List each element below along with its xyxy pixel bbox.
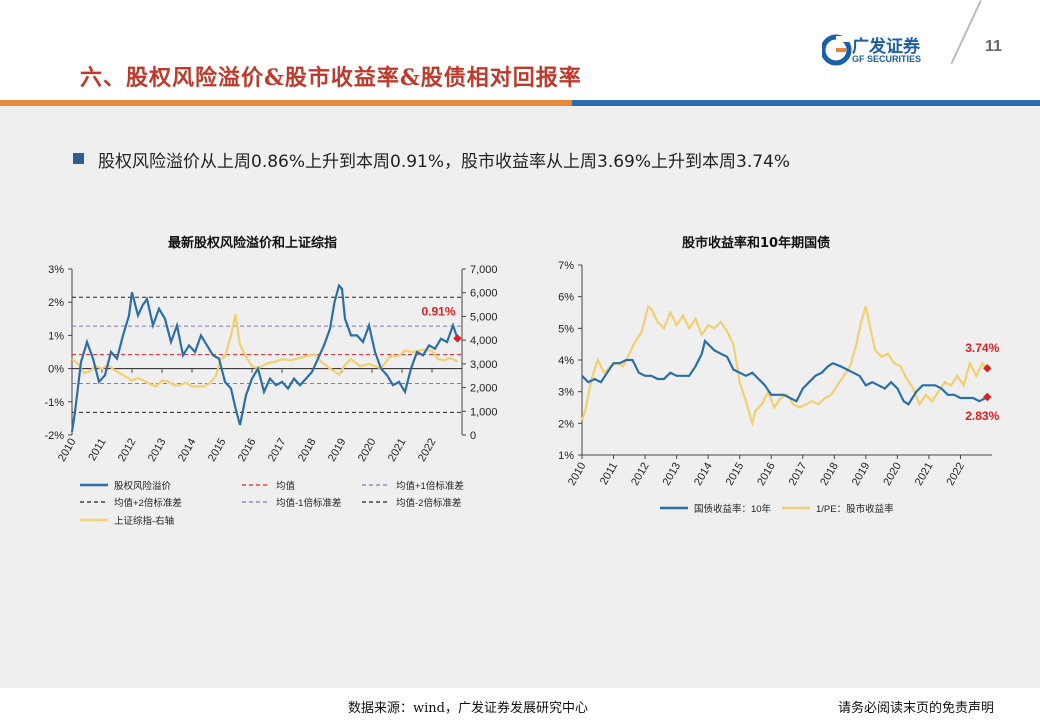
logo-text-cn: 广发证券 [852, 37, 920, 57]
chart1-x-tick-label: 2020 [356, 437, 379, 464]
chart2-x-tick-label: 2022 [944, 461, 967, 488]
chart1-x-tick-label: 2021 [386, 437, 409, 464]
chart2-y-tick-label: 3% [558, 387, 574, 399]
chart1-x-tick-label: 2016 [236, 437, 259, 464]
chart2-x-tick-label: 2016 [755, 461, 778, 488]
chart1-right-tick-label: 0 [470, 430, 476, 442]
chart1-left-tick-label: 1% [48, 330, 64, 342]
chart2-series-earnings-yield [580, 304, 989, 428]
chart1-x-tick-label: 2017 [266, 437, 289, 464]
footer-disclaimer: 请务必阅读末页的免责声明 [838, 701, 995, 716]
chart2-y-tick-label: 2% [558, 418, 574, 430]
page-title: 六、股权风险溢价&股市收益率&股债相对回报率 [80, 65, 582, 91]
chart1-right-tick-label: 1,000 [470, 406, 498, 418]
chart1-legend-label: 均值+1倍标准差 [396, 480, 464, 492]
chart2-x-tick-label: 2013 [661, 461, 684, 488]
chart1-x-tick-label: 2011 [86, 437, 108, 463]
chart1: -2% -1% 0% 1% 2% 3% 0 1,000 2,000 3,000 4,000 5,000… [44, 264, 498, 527]
chart2-x-tick-label: 2020 [881, 461, 904, 488]
chart1-right-tick-label: 5,000 [470, 311, 498, 323]
chart2-y-tick-label: 1% [558, 450, 574, 462]
chart1-right-tick-label: 3,000 [470, 359, 498, 371]
chart1-x-tick-label: 2012 [116, 437, 139, 464]
chart2-x-tick-label: 2015 [724, 461, 747, 488]
chart1-legend-label: 均值+2倍标准差 [114, 497, 182, 509]
chart1-last-point-marker [453, 334, 462, 343]
footer-source: 数据来源：wind，广发证券发展研究中心 [348, 701, 588, 716]
chart1-left-tick-label: 0% [48, 364, 64, 376]
header-band [0, 100, 1040, 106]
chart2-x-tick-label: 2010 [566, 461, 589, 488]
chart1-legend-label: 均值 [276, 480, 296, 492]
chart1-x-tick-label: 2019 [326, 437, 349, 464]
chart2-title: 股市收益率和10年期国债 [682, 236, 831, 251]
chart1-right-tick-label: 2,000 [470, 383, 498, 395]
chart1-legend-label: 股权风险溢价 [114, 480, 172, 492]
chart1-title: 最新股权风险溢价和上证综指 [168, 236, 338, 251]
chart1-x-tick-label: 2014 [176, 437, 199, 464]
chart1-right-tick-label: 7,000 [470, 264, 498, 276]
chart2-x-tick-label: 2021 [913, 461, 936, 488]
chart1-legend-label: 上证综指-右轴 [114, 515, 174, 527]
chart2-y-tick-label: 4% [558, 355, 574, 367]
chart1-series-erp [70, 283, 459, 432]
chart1-series-index [71, 313, 458, 388]
chart1-x-tick-label: 2015 [206, 437, 229, 464]
chart1-x-tick-label: 2018 [296, 437, 319, 464]
chart2-legend-label: 1/PE：股市收益率 [816, 503, 894, 515]
logo-icon [822, 34, 852, 66]
chart1-left-tick-label: -2% [44, 430, 64, 442]
chart2-x-tick-label: 2011 [598, 461, 620, 487]
chart2-x-tick-label: 2012 [629, 461, 652, 488]
chart1-annotation: 0.91% [421, 304, 455, 318]
chart1-x-tick-label: 2013 [146, 437, 169, 464]
chart2-x-tick-label: 2019 [850, 461, 873, 488]
chart1-left-tick-label: 3% [48, 264, 64, 276]
chart1-left-tick-label: -1% [44, 397, 64, 409]
chart1-right-tick-label: 4,000 [470, 335, 498, 347]
logo-text-en: GF SECURITIES [852, 54, 922, 64]
chart1-left-tick-label: 2% [48, 297, 64, 309]
page-number: 11 [985, 38, 1002, 55]
header [0, 0, 1040, 100]
chart2-y-tick-label: 6% [558, 292, 574, 304]
chart2-series-bond-yield [581, 338, 988, 406]
chart2-legend-label: 国债收益率：10年 [694, 503, 772, 515]
chart2-x-tick-label: 2018 [818, 461, 841, 488]
chart2-x-tick-label: 2014 [692, 461, 715, 488]
chart2: 1% 2% 3% 4% 5% 6% 7% 2010 2011 2012 2013 2014 2015 20… [558, 260, 999, 515]
content-area [0, 106, 1040, 688]
chart1-legend-label: 均值-2倍标准差 [396, 497, 461, 509]
chart2-y-tick-label: 7% [558, 260, 574, 272]
chart1-legend-label: 均值-1倍标准差 [276, 497, 341, 509]
chart2-annotation-earnings: 3.74% [965, 341, 999, 355]
chart2-annotation-bond: 2.83% [965, 409, 999, 423]
chart2-y-tick-label: 5% [558, 323, 574, 335]
chart1-right-tick-label: 6,000 [470, 288, 498, 300]
chart2-last-point-marker [983, 392, 992, 402]
bullet-square-icon [73, 153, 84, 164]
chart2-x-tick-label: 2017 [787, 461, 810, 488]
chart1-x-tick-label: 2022 [416, 437, 439, 464]
bullet-text: 股权风险溢价从上周0.86%上升到本周0.91%，股市收益率从上周3.69%上升… [98, 152, 791, 172]
